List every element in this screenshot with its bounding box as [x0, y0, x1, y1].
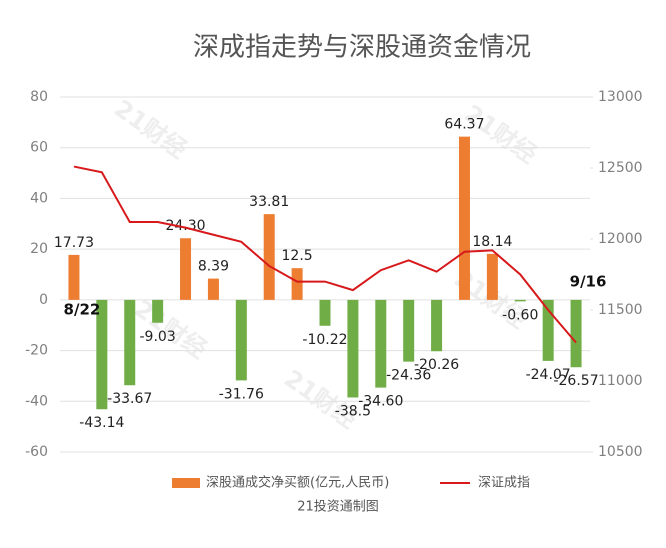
bar — [207, 278, 219, 300]
watermark: 21财经 — [459, 99, 542, 169]
legend-label: 深股通成交净买额(亿元,人民币) — [206, 475, 389, 491]
data-label: -0.60 — [502, 307, 538, 323]
bar — [375, 299, 387, 388]
data-label: 64.37 — [444, 117, 484, 133]
y-tick-label: 20 — [30, 241, 48, 257]
watermark: 21财经 — [109, 94, 192, 164]
source: 21投资通制图 — [297, 499, 379, 515]
bar — [458, 136, 470, 300]
data-label: -31.76 — [219, 386, 264, 402]
bar — [124, 299, 136, 386]
data-label: -24.07 — [526, 367, 571, 383]
y-tick-label: 0 — [39, 292, 48, 308]
y2-tick-label: 12500 — [598, 160, 643, 176]
data-label: -26.57 — [553, 373, 598, 389]
bar — [542, 299, 554, 361]
y-tick-label: -40 — [25, 393, 48, 409]
x-tick-label: 8/22 — [64, 301, 101, 319]
data-label: -33.67 — [107, 391, 152, 407]
y-tick-label: 60 — [30, 140, 48, 156]
data-label: -38.5 — [335, 403, 371, 419]
bar — [319, 299, 331, 326]
y-tick-label: 80 — [30, 89, 48, 105]
bar — [347, 299, 359, 398]
bar — [68, 254, 80, 300]
bar — [235, 299, 247, 381]
bar — [180, 238, 192, 300]
data-label: 12.5 — [282, 248, 313, 264]
y2-tick-label: 10500 — [598, 444, 643, 460]
data-label: -43.14 — [79, 415, 124, 431]
y-tick-label: -20 — [25, 343, 48, 359]
y2-tick-label: 12000 — [598, 231, 643, 247]
legend-swatch — [172, 478, 200, 488]
bar — [96, 299, 108, 410]
data-label: 8.39 — [198, 259, 229, 275]
y2-tick-label: 11000 — [598, 373, 643, 389]
bar — [152, 299, 164, 323]
chart-title: 深成指走势与深股通资金情况 — [193, 33, 531, 63]
data-label: 17.73 — [54, 235, 94, 251]
y-tick-label: 40 — [30, 190, 48, 206]
data-label: 18.14 — [472, 234, 512, 250]
bar — [403, 299, 415, 362]
data-label: -34.60 — [358, 394, 403, 410]
bar — [431, 299, 443, 352]
data-label: 33.81 — [249, 194, 289, 210]
legend-label: 深证成指 — [478, 476, 530, 491]
bar — [570, 299, 582, 368]
line — [73, 165, 577, 344]
y-tick-label: -60 — [25, 444, 48, 460]
x-tick-label: 9/16 — [570, 273, 607, 291]
data-label: -24.36 — [386, 368, 431, 384]
y2-tick-label: 11500 — [598, 302, 643, 318]
bar — [514, 299, 526, 302]
bar — [486, 253, 498, 300]
data-label: -9.03 — [140, 329, 176, 345]
y2-tick-label: 13000 — [598, 89, 643, 105]
bar — [291, 268, 303, 300]
data-label: -10.22 — [302, 332, 347, 348]
data-label: -20.26 — [414, 357, 459, 373]
bar — [263, 214, 275, 300]
